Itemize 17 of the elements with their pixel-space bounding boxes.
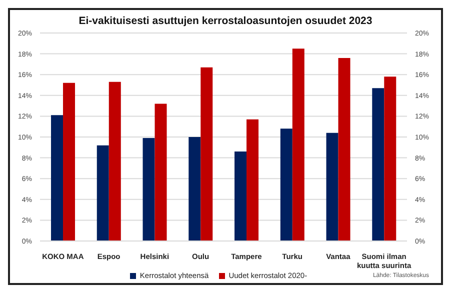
bar — [326, 132, 338, 241]
bar — [280, 128, 292, 241]
bar — [188, 137, 201, 241]
bar — [142, 138, 155, 241]
bar — [108, 82, 121, 241]
bar — [51, 115, 64, 241]
bar — [246, 119, 259, 241]
bar — [292, 48, 304, 241]
bar — [234, 152, 247, 241]
bar — [384, 76, 396, 241]
bar — [200, 67, 213, 241]
bar — [154, 104, 167, 241]
bar — [372, 88, 384, 241]
bar — [63, 82, 76, 241]
bar — [96, 145, 109, 241]
bar — [338, 58, 350, 241]
chart-title: Ei-vakituisesti asuttujen kerrostaloasuntojen osuudet 2023 — [78, 15, 374, 27]
